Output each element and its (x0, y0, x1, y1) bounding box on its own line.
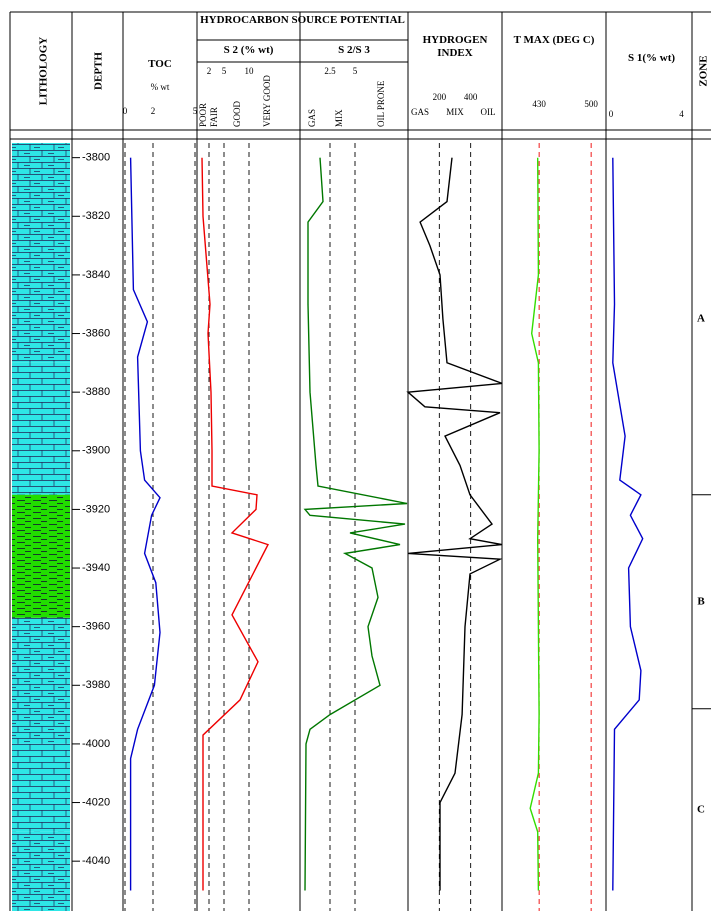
x-tick-label: 10 (245, 66, 255, 76)
zone-title: ZONE (698, 55, 710, 86)
depth-tick-label: -3800 (82, 152, 110, 164)
track-title-box: S 2 (% wt) (223, 44, 274, 56)
x-tick-label: 4 (679, 109, 684, 119)
zone-label: C (697, 803, 705, 815)
depth-tick-label: -3960 (82, 621, 110, 633)
lithology-title: LITHOLOGY (38, 37, 50, 106)
lithology-pattern (12, 362, 70, 495)
track-title: TOC (148, 58, 172, 70)
zone-label: A (697, 312, 705, 324)
depth-tick-label: -3980 (82, 679, 110, 691)
class-label: GAS (307, 109, 317, 127)
log-curve (529, 157, 540, 891)
class-label: FAIR (209, 107, 219, 127)
lithology-pattern (12, 494, 70, 618)
x-tick-label: 500 (584, 99, 598, 109)
depth-tick-label: -4040 (82, 855, 110, 867)
x-tick-label: 430 (532, 99, 546, 109)
depth-tick-label: -3900 (82, 445, 110, 457)
depth-tick-label: -4000 (82, 738, 110, 750)
x-tick-label: 5 (193, 106, 198, 116)
x-tick-label: 5 (222, 66, 227, 76)
lithology-pattern (12, 743, 70, 832)
x-tick-label: 2.5 (324, 66, 336, 76)
x-tick-label: 400 (464, 92, 478, 102)
class-label: GOOD (232, 101, 242, 127)
group-title: HYDROCARBON SOURCE POTENTIAL (200, 14, 405, 26)
depth-title: DEPTH (93, 52, 105, 90)
track-title-box: TOC (148, 58, 172, 70)
track-title-box: HYDROGEN INDEX (422, 34, 488, 59)
track-title: S 2/S 3 (338, 44, 370, 56)
depth-tick-label: -3880 (82, 386, 110, 398)
log-curve (406, 157, 503, 891)
track-title: T MAX (DEG C) (513, 34, 595, 46)
track-title: S 1(% wt) (627, 52, 676, 64)
class-label: GAS (411, 107, 429, 117)
x-tick-label: 2 (151, 106, 156, 116)
class-label: MIX (334, 109, 344, 127)
zone-label: B (697, 595, 705, 607)
class-label: VERY GOOD (262, 75, 272, 127)
track-unit: % wt (151, 82, 170, 92)
depth-tick-label: -3940 (82, 562, 110, 574)
x-tick-label: 0 (123, 106, 128, 116)
class-label: OIL PRONE (376, 80, 386, 127)
log-curve (201, 157, 269, 891)
depth-tick-label: -3840 (82, 269, 110, 281)
log-curve (129, 157, 161, 891)
depth-tick-label: -3860 (82, 327, 110, 339)
lithology-pattern (12, 831, 70, 911)
lithology-pattern (12, 617, 70, 744)
depth-tick-label: -4020 (82, 796, 110, 808)
x-tick-label: 5 (353, 66, 358, 76)
log-curve (612, 157, 644, 891)
class-label: POOR (198, 103, 208, 127)
depth-tick-label: -3920 (82, 503, 110, 515)
track-title: HYDROGEN INDEX (422, 34, 488, 59)
group-title-box: HYDROCARBON SOURCE POTENTIAL (200, 14, 405, 26)
log-curve (303, 157, 408, 891)
x-tick-label: 0 (609, 109, 614, 119)
class-label: MIX (446, 107, 464, 117)
track-title-box: S 2/S 3 (338, 44, 370, 56)
track-title-box: S 1(% wt) (627, 52, 676, 64)
depth-tick-label: -3820 (82, 210, 110, 222)
class-label: OIL (481, 107, 496, 117)
x-tick-label: 200 (433, 92, 447, 102)
x-tick-label: 2 (207, 66, 212, 76)
lithology-pattern (12, 143, 70, 363)
track-title-box: T MAX (DEG C) (513, 34, 595, 46)
track-title: S 2 (% wt) (223, 44, 274, 56)
